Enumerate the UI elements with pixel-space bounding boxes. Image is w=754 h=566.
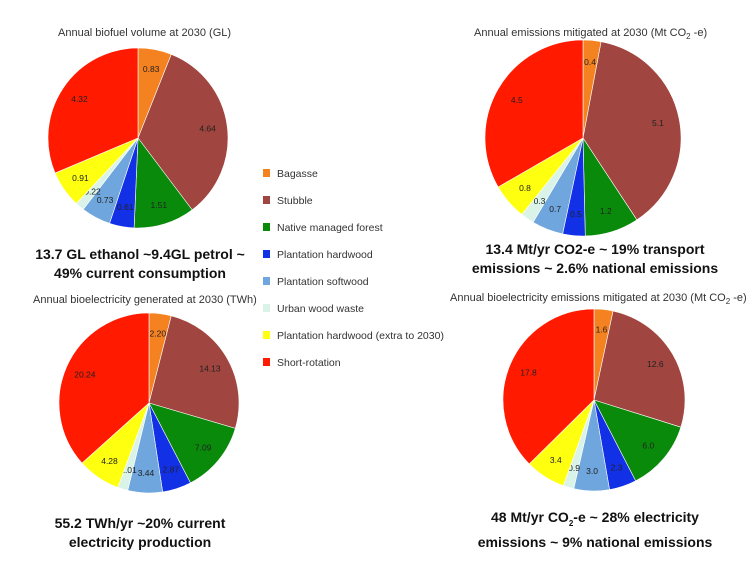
pie-slice (593, 310, 686, 428)
legend-swatch (263, 358, 270, 366)
legend-label: Bagasse (277, 168, 318, 180)
chart-1-caption-line-1: 13.7 GL ethanol ~9.4GL petrol ~ (35, 246, 245, 262)
pie-data-label: 2.87 (163, 465, 180, 475)
pie-slice (582, 41, 682, 221)
pie-data-label: 4.5 (511, 95, 523, 105)
chart-4-title: Annual bioelectricity emissions mitigate… (450, 292, 747, 306)
chart-1-caption: 13.7 GL ethanol ~9.4GL petrol ~ 49% curr… (20, 245, 260, 283)
chart-3-title: Annual bioelectricity generated at 2030 … (33, 294, 257, 306)
pie-data-label: 0.5 (570, 209, 582, 219)
chart-4-caption-line-2: emissions ~ 9% national emissions (477, 533, 713, 550)
legend-swatch (263, 250, 270, 258)
pie-data-label: 0.83 (143, 64, 160, 74)
chart-4-caption-line-1: 48 Mt/yr CO2-e ~ 28% electricity (460, 508, 730, 533)
pie-data-label: 7.09 (195, 443, 212, 453)
legend-label: Plantation softwood (277, 276, 369, 288)
chart-2-title: Annual emissions mitigated at 2030 (Mt C… (474, 27, 707, 41)
pie-data-label: 6.0 (642, 441, 654, 451)
chart-4-caption-subscript: 2 (568, 518, 574, 528)
chart-1-title: Annual biofuel volume at 2030 (GL) (58, 27, 232, 39)
pie-slice (58, 312, 150, 464)
pie-data-label: 12.6 (647, 359, 664, 369)
pie-slice (47, 47, 139, 174)
pie-slice (484, 39, 584, 188)
pie-data-label: 3.4 (550, 455, 562, 465)
chart-1-caption-line-2: 49% current consumption (54, 265, 226, 281)
pie-data-label: 1.2 (600, 206, 612, 216)
legend-label: Stubble (277, 195, 313, 207)
pie-slice (137, 53, 229, 211)
pie-data-label: 0.61 (117, 202, 134, 212)
legend-label: Plantation hardwood (extra to 2030) (277, 330, 444, 342)
chart-2-title-end: -e) (690, 27, 708, 39)
pie-data-label: 1.01 (120, 465, 137, 475)
pie-data-label: 5.1 (652, 118, 664, 128)
chart-2-title-subscript: 2 (686, 32, 691, 42)
pie-data-label: 0.91 (72, 173, 89, 183)
pie-data-label: 1.51 (151, 200, 168, 210)
chart-4-caption-end: -e ~ 28% electricity (573, 509, 699, 525)
pie-slice (148, 315, 240, 429)
pie-data-label: 1.6 (596, 324, 608, 334)
legend-label: Plantation hardwood (277, 249, 373, 261)
legend-label: Urban wood waste (277, 303, 364, 315)
pie-data-label: 3.0 (586, 466, 598, 476)
legend-label: Short-rotation (277, 357, 341, 369)
chart-3-caption: 55.2 TWh/yr ~20% current electricity pro… (20, 514, 260, 552)
pie-data-label: 3.44 (138, 468, 155, 478)
pie-data-label: 0.9 (568, 463, 580, 473)
legend-swatch (263, 277, 270, 285)
pie-data-label: 20.24 (74, 369, 96, 379)
chart-3-pie: 2.20 14.13 7.09 2.87 3.441.014.28 20.24 (58, 312, 240, 494)
pie-data-label: 4.64 (199, 124, 216, 134)
chart-2-pie: 0.4 5.1 1.2 0.5 0.70.30.8 4.5 (484, 39, 682, 237)
pie-data-label: 0.3 (534, 196, 546, 206)
pie-data-label: 0.8 (519, 183, 531, 193)
pie-data-label: 0.22 (84, 187, 101, 197)
pie-data-label: 0.73 (97, 195, 114, 205)
chart-2-caption: 13.4 Mt/yr CO2-e ~ 19% transport emissio… (460, 240, 730, 278)
chart-4-pie: 1.6 12.6 6.0 2.3 3.0 0.9 3.4 17.8 (502, 308, 686, 492)
pie-data-label: 17.8 (520, 368, 537, 378)
legend-swatch (263, 304, 270, 312)
chart-4-title-subscript: 2 (725, 297, 731, 307)
pie-data-label: 14.13 (199, 363, 221, 373)
chart-4-caption: 48 Mt/yr CO2-e ~ 28% electricity emissio… (460, 508, 730, 552)
chart-2-title-main: Annual emissions mitigated at 2030 (Mt C… (474, 27, 687, 39)
chart-2-caption-line-2: emissions ~ 2.6% national emissions (471, 260, 719, 276)
legend-swatch (263, 169, 270, 177)
pie-slice (502, 308, 595, 465)
pie-slice (148, 402, 236, 484)
legend-swatch (263, 331, 270, 339)
pie-data-label: 2.3 (611, 462, 623, 472)
pie-data-label: 0.4 (584, 57, 596, 67)
chart-1-pie: 0.83 4.64 1.51 0.610.730.22 0.91 4.32 (47, 47, 229, 229)
chart-4-title-main: Annual bioelectricity emissions mitigate… (450, 292, 726, 304)
chart-3-caption-line-2: electricity production (68, 534, 212, 550)
chart-4-caption-main: 48 Mt/yr CO (491, 509, 569, 525)
legend-swatch (263, 223, 270, 231)
chart-3-caption-line-1: 55.2 TWh/yr ~20% current (54, 515, 226, 531)
pie-data-label: 0.7 (549, 204, 561, 214)
pie-data-label: 2.20 (150, 328, 167, 338)
legend-label: Native managed forest (277, 222, 383, 234)
pie-slice (593, 399, 682, 482)
pie-data-label: 4.32 (71, 94, 88, 104)
chart-2-caption-line-1: 13.4 Mt/yr CO2-e ~ 19% transport (485, 241, 705, 257)
chart-4-title-end: -e) (730, 292, 747, 304)
legend-swatch (263, 196, 270, 204)
pie-data-label: 4.28 (101, 456, 118, 466)
